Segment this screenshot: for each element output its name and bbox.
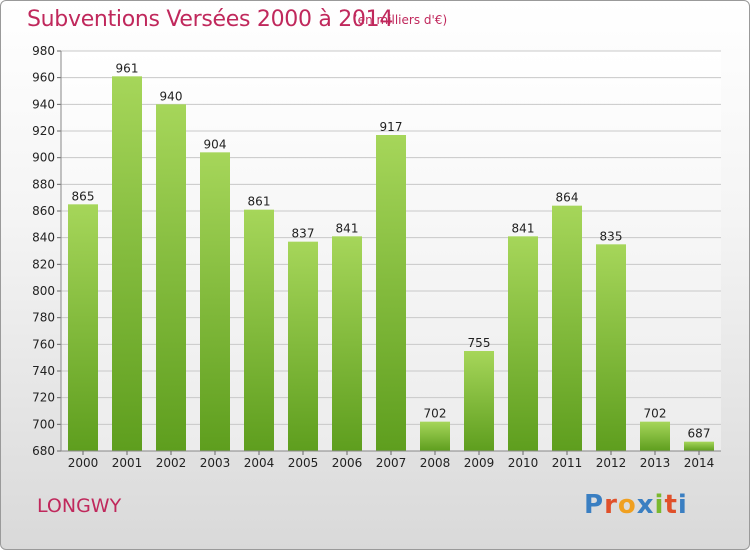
x-tick-label: 2010 xyxy=(508,456,539,470)
y-axis: 680 700 720 740 760 780 800 820 840 860 880 900 920 9… xyxy=(32,44,62,458)
logo-letter: i xyxy=(654,490,665,520)
x-tick-label: 2008 xyxy=(420,456,451,470)
bar-value-label: 864 xyxy=(556,191,579,205)
y-tick-label: 860 xyxy=(32,204,55,218)
x-tick-label: 2002 xyxy=(156,456,187,470)
y-tick-label: 940 xyxy=(32,97,55,111)
logo-letter: x xyxy=(636,490,655,520)
logo-letter: r xyxy=(604,490,618,520)
bar-value-label: 861 xyxy=(248,195,271,209)
y-tick-label: 720 xyxy=(32,391,55,405)
x-tick-label: 2001 xyxy=(112,456,143,470)
bar xyxy=(376,135,406,451)
y-tick-label: 700 xyxy=(32,417,55,431)
x-tick-label: 2004 xyxy=(244,456,275,470)
logo-letter: P xyxy=(584,490,605,520)
bar xyxy=(508,236,538,451)
city-label: LONGWY xyxy=(37,495,122,517)
chart-title: Subventions Versées 2000 à 2014 xyxy=(27,7,394,32)
x-tick-label: 2011 xyxy=(552,456,583,470)
x-tick-label: 2006 xyxy=(332,456,363,470)
y-tick-label: 760 xyxy=(32,337,55,351)
y-tick-label: 900 xyxy=(32,151,55,165)
bar-value-label: 961 xyxy=(116,61,139,75)
x-axis: 2000 2001 2002 2003 2004 2005 2006 2007 2008 2009… xyxy=(61,450,721,470)
x-tick-label: 2000 xyxy=(68,456,99,470)
bar-value-label: 702 xyxy=(644,407,667,421)
y-tick-label: 880 xyxy=(32,177,55,191)
logo-letter: o xyxy=(617,490,637,520)
x-tick-label: 2009 xyxy=(464,456,495,470)
bars: 865 961 940 904 861 837 841 917 702 755 841 864 835 7… xyxy=(68,61,714,452)
bar xyxy=(112,76,142,451)
bar xyxy=(288,241,318,451)
bar xyxy=(420,421,450,451)
bar xyxy=(156,104,186,451)
bar-value-label: 917 xyxy=(380,120,403,134)
bar xyxy=(332,236,362,451)
bar-value-label: 940 xyxy=(160,89,183,103)
y-tick-label: 840 xyxy=(32,231,55,245)
bar xyxy=(640,421,670,451)
x-tick-label: 2014 xyxy=(684,456,715,470)
bar xyxy=(684,441,714,451)
logo-letter: t xyxy=(664,490,678,520)
x-tick-label: 2012 xyxy=(596,456,627,470)
bar xyxy=(244,209,274,451)
bar-value-label: 841 xyxy=(512,221,535,235)
bar xyxy=(552,205,582,451)
bar-value-label: 904 xyxy=(204,137,227,151)
bar-value-label: 865 xyxy=(72,189,95,203)
bar xyxy=(68,204,98,451)
y-tick-label: 820 xyxy=(32,257,55,271)
bar-value-label: 687 xyxy=(688,427,711,441)
y-tick-label: 800 xyxy=(32,284,55,298)
y-tick-label: 740 xyxy=(32,364,55,378)
logo-letter: i xyxy=(677,490,688,520)
bar-value-label: 702 xyxy=(424,407,447,421)
bar-value-label: 837 xyxy=(292,227,315,241)
bar-value-label: 755 xyxy=(468,336,491,350)
y-tick-label: 960 xyxy=(32,71,55,85)
y-tick-label: 680 xyxy=(32,444,55,458)
x-tick-label: 2013 xyxy=(640,456,671,470)
x-tick-label: 2007 xyxy=(376,456,407,470)
x-tick-label: 2005 xyxy=(288,456,319,470)
chart-unit: (en milliers d'€) xyxy=(353,13,448,27)
proxiti-logo[interactable]: Proxiti xyxy=(584,490,688,520)
bar xyxy=(596,244,626,451)
y-tick-label: 780 xyxy=(32,311,55,325)
x-tick-label: 2003 xyxy=(200,456,231,470)
y-tick-label: 980 xyxy=(32,44,55,58)
bar-value-label: 841 xyxy=(336,221,359,235)
bar xyxy=(464,351,494,451)
bar xyxy=(200,152,230,452)
y-tick-label: 920 xyxy=(32,124,55,138)
bar-value-label: 835 xyxy=(600,229,623,243)
